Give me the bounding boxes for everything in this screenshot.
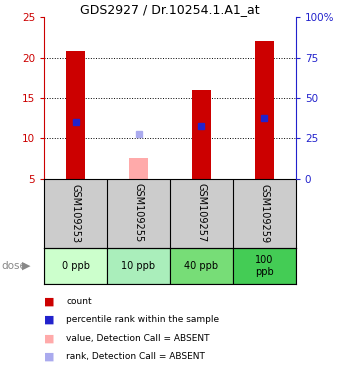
Text: ■: ■ (44, 352, 55, 362)
Text: 10 ppb: 10 ppb (121, 261, 156, 271)
Bar (129, 159, 148, 179)
Bar (170, 248, 233, 284)
Bar (233, 248, 296, 284)
Text: GSM109259: GSM109259 (259, 184, 269, 243)
Bar (66, 51, 85, 179)
Title: GDS2927 / Dr.10254.1.A1_at: GDS2927 / Dr.10254.1.A1_at (80, 3, 260, 16)
Text: rank, Detection Call = ABSENT: rank, Detection Call = ABSENT (66, 352, 205, 361)
Text: 0 ppb: 0 ppb (62, 261, 90, 271)
Bar (255, 41, 274, 179)
Text: GSM109253: GSM109253 (71, 184, 81, 243)
Text: dose: dose (2, 261, 27, 271)
Text: 100
ppb: 100 ppb (255, 255, 274, 277)
Text: percentile rank within the sample: percentile rank within the sample (66, 315, 219, 324)
Text: GSM109255: GSM109255 (134, 184, 143, 243)
Text: ■: ■ (44, 333, 55, 343)
Bar (107, 248, 170, 284)
Text: GSM109257: GSM109257 (197, 184, 206, 243)
Text: count: count (66, 297, 92, 306)
Bar (192, 90, 211, 179)
Text: value, Detection Call = ABSENT: value, Detection Call = ABSENT (66, 334, 210, 343)
Text: ▶: ▶ (22, 261, 31, 271)
Text: 40 ppb: 40 ppb (184, 261, 219, 271)
Text: ■: ■ (44, 296, 55, 306)
Text: ■: ■ (44, 315, 55, 325)
Bar (44, 248, 107, 284)
